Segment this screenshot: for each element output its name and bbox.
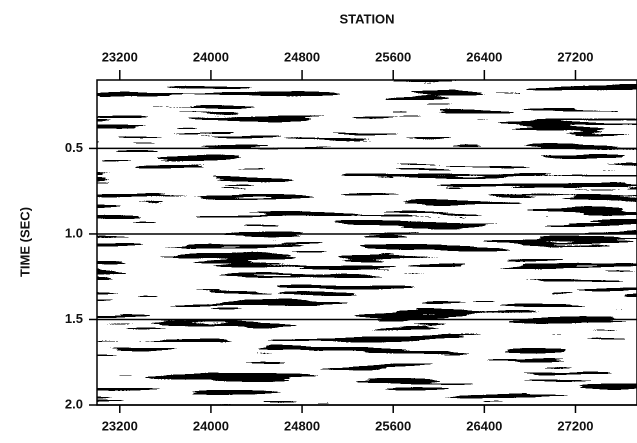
x-tick-label-top: 23200 [102,49,138,64]
chart-title: STATION [339,11,394,26]
y-axis-label: TIME (SEC) [17,207,32,277]
y-tick-label: 0.5 [65,140,83,155]
x-tick-label-bottom: 24000 [193,418,229,433]
y-tick-label: 1.0 [65,225,83,240]
y-tick-label: 1.5 [65,311,83,326]
x-tick-label-top: 24800 [284,49,320,64]
x-tick-label-bottom: 27200 [557,418,593,433]
seismic-section [97,80,637,405]
x-tick-label-bottom: 25600 [375,418,411,433]
x-tick-label-bottom: 23200 [102,418,138,433]
x-tick-label-top: 27200 [557,49,593,64]
x-tick-label-bottom: 26400 [466,418,502,433]
x-tick-label-top: 24000 [193,49,229,64]
x-tick-label-top: 26400 [466,49,502,64]
y-tick-label: 2.0 [65,396,83,411]
x-tick-label-bottom: 24800 [284,418,320,433]
x-tick-label-top: 25600 [375,49,411,64]
